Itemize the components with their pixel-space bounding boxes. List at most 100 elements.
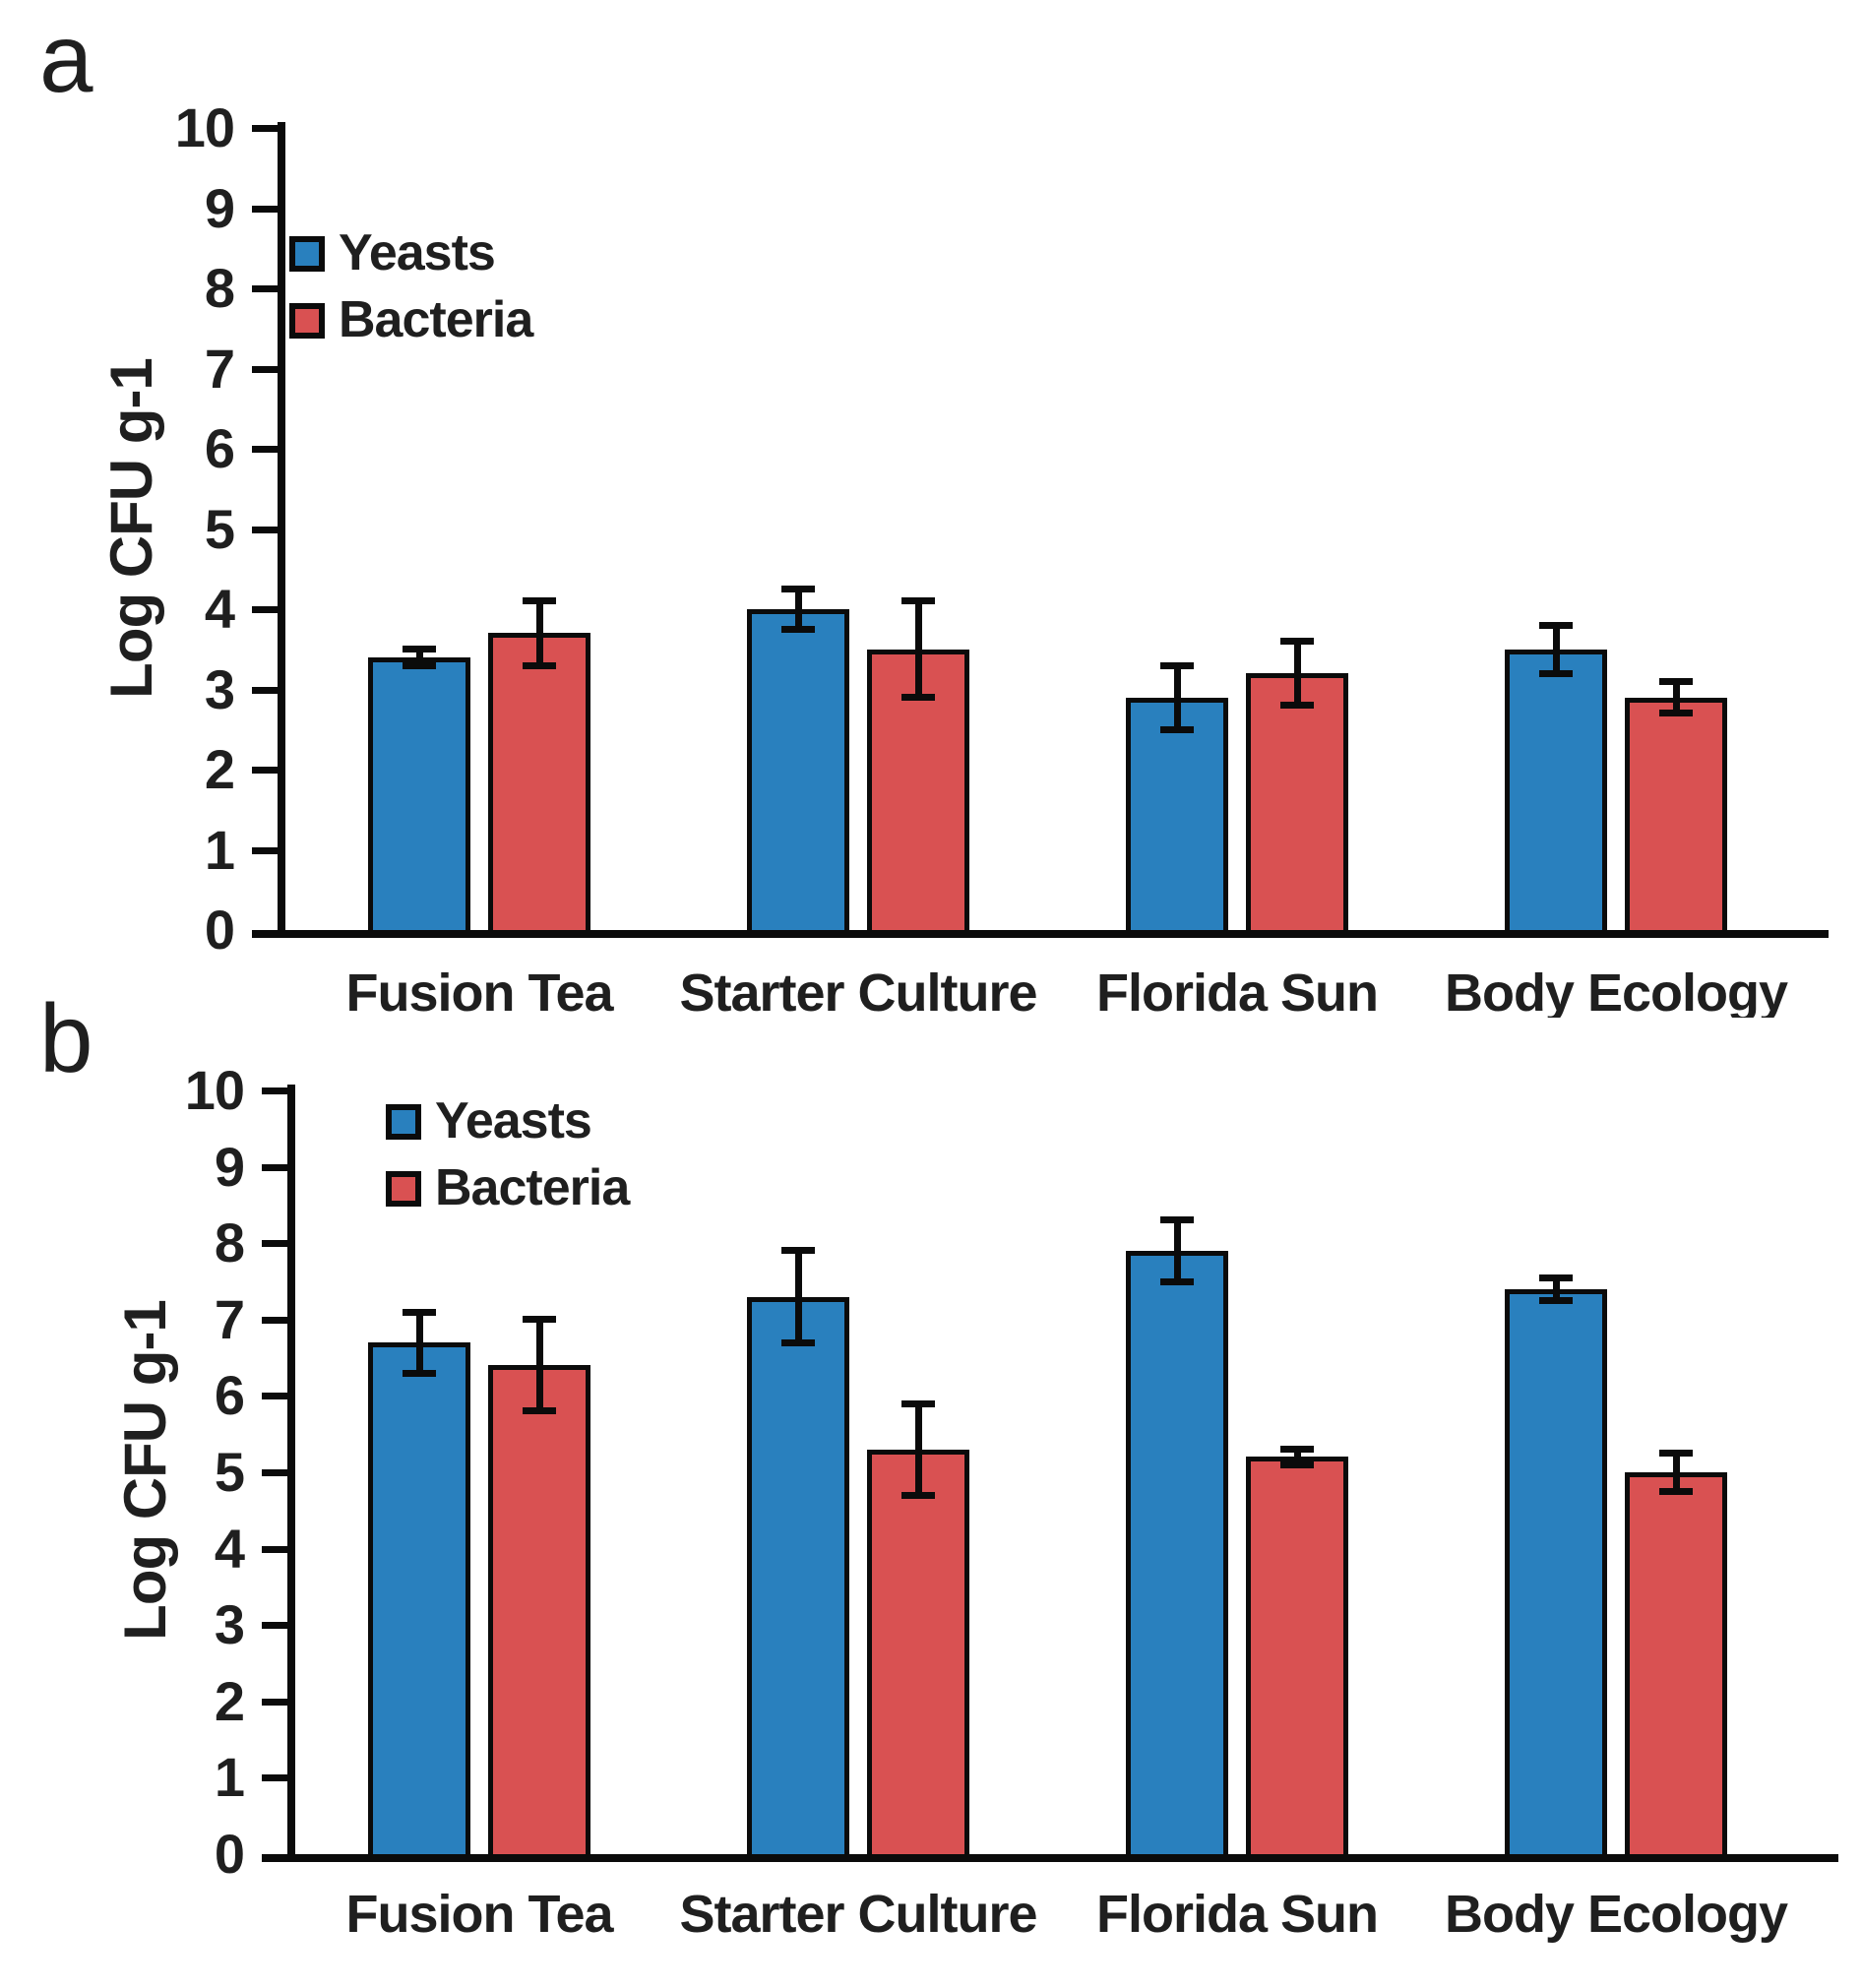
panel-a-error-cap-upper-bacteria-body-ecology bbox=[1659, 677, 1693, 685]
panel-a-category-label-florida-sun: Florida Sun bbox=[1096, 964, 1379, 1018]
panel-b-bar-bacteria-fusion-tea bbox=[488, 1365, 590, 1862]
panel-b-error-cap-lower-yeasts-starter-culture bbox=[781, 1338, 815, 1346]
panel-b-error-bar-yeasts-body-ecology bbox=[1552, 1277, 1560, 1301]
panel-b-error-cap-upper-bacteria-starter-culture bbox=[901, 1399, 935, 1407]
panel-a-error-bar-bacteria-florida-sun bbox=[1293, 641, 1301, 706]
panel-b-error-bar-bacteria-body-ecology bbox=[1672, 1453, 1680, 1492]
panel-a-error-bar-yeasts-starter-culture bbox=[794, 589, 802, 630]
panel-a-error-cap-upper-bacteria-starter-culture bbox=[901, 597, 935, 605]
panel-b-error-cap-lower-bacteria-starter-culture bbox=[901, 1491, 935, 1499]
panel-a-x-axis-line bbox=[252, 930, 1829, 938]
panel-b-category-label-clip-0: Fusion Tea bbox=[243, 1886, 715, 1970]
panel-a-error-cap-lower-yeasts-fusion-tea bbox=[403, 661, 436, 669]
panel-a-error-cap-upper-yeasts-body-ecology bbox=[1539, 621, 1573, 629]
panel-a-legend-swatch-yeasts bbox=[289, 236, 325, 272]
panel-a-bar-bacteria-florida-sun bbox=[1246, 673, 1348, 938]
panel-a-error-cap-lower-yeasts-florida-sun bbox=[1160, 725, 1194, 733]
panel-b-category-label-clip-1: Starter Culture bbox=[622, 1886, 1094, 1970]
panel-b-legend-label-bacteria: Bacteria bbox=[435, 1159, 630, 1216]
panel-b-bar-bacteria-body-ecology bbox=[1625, 1472, 1727, 1862]
panel-a-y-tick-label-0: 0 bbox=[204, 899, 235, 961]
panel-a-y-tick-label-7: 7 bbox=[204, 337, 235, 400]
panel-a-category-label-body-ecology: Body Ecology bbox=[1444, 964, 1788, 1018]
panel-b-y-tick-10 bbox=[262, 1087, 287, 1094]
panel-a-error-cap-lower-yeasts-body-ecology bbox=[1539, 669, 1573, 677]
panel-a-y-tick-9 bbox=[252, 205, 278, 213]
panel-b-bar-yeasts-fusion-tea bbox=[368, 1342, 470, 1862]
panel-b-y-tick-4 bbox=[262, 1545, 287, 1553]
panel-a-y-tick-8 bbox=[252, 285, 278, 292]
panel-a-error-bar-bacteria-body-ecology bbox=[1672, 681, 1680, 714]
panel-b-category-label-body-ecology: Body Ecology bbox=[1444, 1886, 1788, 1944]
panel-b-y-tick-1 bbox=[262, 1774, 287, 1782]
panel-a-bar-bacteria-starter-culture bbox=[867, 649, 969, 938]
panel-a-error-bar-bacteria-starter-culture bbox=[914, 600, 922, 698]
panel-b-label: b bbox=[39, 984, 93, 1092]
panel-b-y-tick-label-8: 8 bbox=[214, 1211, 245, 1274]
panel-b-legend-swatch-bacteria bbox=[386, 1171, 421, 1207]
panel-b-error-cap-upper-bacteria-fusion-tea bbox=[523, 1316, 556, 1324]
panel-b-category-label-fusion-tea: Fusion Tea bbox=[345, 1886, 613, 1944]
panel-b-error-bar-yeasts-florida-sun bbox=[1173, 1219, 1181, 1281]
panel-a-y-tick-label-2: 2 bbox=[204, 738, 235, 800]
panel-b-error-bar-yeasts-fusion-tea bbox=[415, 1312, 423, 1374]
panel-a-error-bar-yeasts-body-ecology bbox=[1552, 625, 1560, 674]
panel-a-bar-bacteria-fusion-tea bbox=[488, 633, 590, 938]
panel-b-error-cap-lower-bacteria-fusion-tea bbox=[523, 1407, 556, 1415]
panel-b-y-tick-8 bbox=[262, 1240, 287, 1248]
panel-b-y-tick-label-0: 0 bbox=[214, 1823, 245, 1885]
panel-b-error-cap-lower-yeasts-body-ecology bbox=[1539, 1296, 1573, 1304]
panel-a-error-cap-upper-bacteria-fusion-tea bbox=[523, 597, 556, 605]
panel-a-error-cap-upper-yeasts-fusion-tea bbox=[403, 646, 436, 653]
panel-a-y-axis-line bbox=[278, 122, 285, 938]
panel-b-category-label-florida-sun: Florida Sun bbox=[1096, 1886, 1379, 1944]
panel-a-bar-yeasts-florida-sun bbox=[1126, 697, 1228, 938]
panel-b-bar-yeasts-body-ecology bbox=[1505, 1288, 1607, 1862]
panel-b-x-axis-line bbox=[262, 1854, 1838, 1862]
panel-b-error-cap-upper-bacteria-florida-sun bbox=[1280, 1446, 1314, 1454]
panel-a-category-label-fusion-tea: Fusion Tea bbox=[345, 964, 613, 1018]
panel-b-y-tick-label-6: 6 bbox=[214, 1364, 245, 1427]
panel-b-y-tick-2 bbox=[262, 1698, 287, 1706]
panel-b-category-label-starter-culture: Starter Culture bbox=[679, 1886, 1037, 1944]
panel-a-legend-label-yeasts: Yeasts bbox=[339, 224, 496, 281]
panel-b-error-cap-upper-yeasts-starter-culture bbox=[781, 1247, 815, 1255]
panel-a-y-tick-label-5: 5 bbox=[204, 497, 235, 560]
panel-a-error-cap-upper-yeasts-florida-sun bbox=[1160, 661, 1194, 669]
panel-b-error-cap-upper-yeasts-fusion-tea bbox=[403, 1308, 436, 1316]
panel-b-error-cap-upper-yeasts-body-ecology bbox=[1539, 1274, 1573, 1281]
panel-b-error-cap-upper-yeasts-florida-sun bbox=[1160, 1216, 1194, 1224]
panel-b-legend-label-yeasts: Yeasts bbox=[435, 1092, 592, 1149]
panel-a-error-cap-lower-bacteria-starter-culture bbox=[901, 694, 935, 702]
panel-a-error-cap-upper-bacteria-florida-sun bbox=[1280, 638, 1314, 646]
panel-a-error-bar-bacteria-fusion-tea bbox=[535, 600, 543, 666]
panel-b-y-tick-5 bbox=[262, 1469, 287, 1476]
panel-b-y-tick-label-4: 4 bbox=[214, 1517, 245, 1580]
panel-a-error-bar-yeasts-florida-sun bbox=[1173, 665, 1181, 730]
panel-a-error-cap-lower-bacteria-fusion-tea bbox=[523, 661, 556, 669]
panel-b-bar-bacteria-florida-sun bbox=[1246, 1457, 1348, 1862]
panel-a-y-tick-label-6: 6 bbox=[204, 417, 235, 479]
panel-a-y-tick-10 bbox=[252, 125, 278, 132]
panel-a-y-tick-label-9: 9 bbox=[204, 176, 235, 239]
panel-b-bar-bacteria-starter-culture bbox=[867, 1449, 969, 1862]
panel-a-legend-swatch-bacteria bbox=[289, 303, 325, 339]
panel-b-legend-swatch-yeasts bbox=[386, 1104, 421, 1140]
panel-b-error-cap-lower-yeasts-fusion-tea bbox=[403, 1369, 436, 1377]
panel-a-y-tick-5 bbox=[252, 526, 278, 533]
panel-b-error-bar-bacteria-fusion-tea bbox=[535, 1319, 543, 1411]
panel-a-y-tick-2 bbox=[252, 767, 278, 774]
panel-b-y-tick-3 bbox=[262, 1622, 287, 1630]
panel-b-error-bar-bacteria-florida-sun bbox=[1293, 1449, 1301, 1465]
panel-a-y-tick-4 bbox=[252, 606, 278, 613]
panel-b-y-tick-label-5: 5 bbox=[214, 1441, 245, 1503]
panel-a-error-cap-lower-bacteria-florida-sun bbox=[1280, 702, 1314, 710]
panel-a-category-label-starter-culture: Starter Culture bbox=[679, 964, 1037, 1018]
panel-b-y-tick-6 bbox=[262, 1393, 287, 1400]
panel-b-y-tick-label-7: 7 bbox=[214, 1287, 245, 1350]
panel-b-bar-yeasts-florida-sun bbox=[1126, 1250, 1228, 1862]
panel-b-y-tick-label-9: 9 bbox=[214, 1135, 245, 1198]
panel-b-error-cap-lower-yeasts-florida-sun bbox=[1160, 1277, 1194, 1285]
panel-a-bar-yeasts-body-ecology bbox=[1505, 649, 1607, 938]
panel-a-y-tick-label-1: 1 bbox=[204, 818, 235, 881]
